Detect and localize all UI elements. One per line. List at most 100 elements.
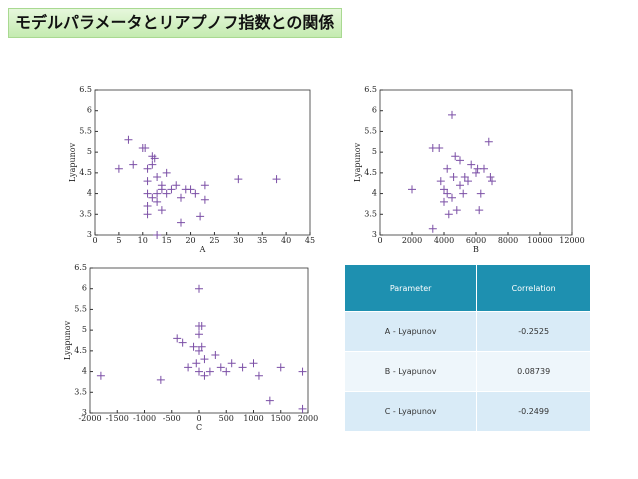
x-tick-label: -1500 — [106, 414, 129, 423]
y-tick-label: 6 — [82, 284, 87, 293]
correlation-table: Parameter Correlation A - Lyapunov -0.252… — [345, 265, 590, 431]
point — [141, 144, 150, 152]
cell: A - Lyapunov — [345, 311, 478, 352]
point — [472, 168, 480, 177]
point — [200, 195, 209, 204]
y-tick-label: 3.5 — [364, 209, 377, 218]
point — [484, 137, 493, 146]
x-tick-label: 0 — [92, 236, 97, 245]
x-tick-label: -1000 — [133, 414, 156, 423]
point — [177, 193, 185, 202]
point — [129, 160, 138, 169]
cell: B - Lyapunov — [345, 351, 478, 392]
point — [216, 363, 225, 372]
point — [153, 189, 162, 198]
point — [205, 367, 214, 376]
y-tick-label: 6.5 — [79, 85, 92, 94]
point — [143, 210, 152, 219]
point — [234, 175, 243, 184]
point — [143, 202, 152, 210]
x-tick-label: 0 — [377, 236, 382, 245]
y-tick-label: 5.5 — [79, 126, 92, 135]
point — [476, 189, 485, 198]
y-tick-label: 5 — [87, 147, 92, 156]
y-tick-label: 6 — [87, 106, 92, 115]
y-tick-label: 3 — [87, 230, 92, 239]
x-axis-label: C — [196, 423, 202, 432]
x-tick-label: 15 — [162, 236, 172, 245]
point — [195, 284, 203, 293]
y-tick-label: 4 — [87, 189, 92, 198]
point — [298, 367, 307, 376]
point — [195, 330, 203, 339]
point — [124, 135, 133, 144]
point — [162, 168, 171, 177]
x-tick-label: 2000 — [402, 236, 422, 245]
cell: -0.2499 — [476, 391, 590, 431]
x-axis-label: B — [473, 245, 479, 254]
x-tick-label: -500 — [163, 414, 181, 423]
x-tick-label: 0 — [196, 414, 201, 423]
point — [200, 371, 209, 380]
point — [162, 189, 171, 198]
header-cell: Parameter — [345, 265, 478, 312]
x-tick-label: 25 — [209, 236, 219, 245]
point — [459, 189, 468, 198]
point — [452, 206, 461, 215]
point — [143, 177, 152, 186]
point — [480, 164, 488, 173]
y-tick-label: 5 — [372, 147, 377, 156]
point — [449, 173, 458, 181]
point — [451, 152, 460, 161]
point — [222, 367, 231, 376]
plot-frame — [94, 89, 311, 236]
point — [428, 224, 437, 233]
point — [197, 322, 206, 330]
x-tick-label: 500 — [219, 414, 234, 423]
point — [460, 173, 469, 181]
header-cell: Correlation — [476, 265, 590, 312]
point — [464, 177, 472, 186]
point — [443, 164, 452, 173]
point — [196, 212, 205, 221]
point — [436, 177, 445, 186]
point — [444, 210, 453, 219]
point — [150, 154, 159, 163]
cell: -0.2525 — [476, 311, 590, 352]
y-tick-label: 3.5 — [79, 209, 92, 218]
x-tick-label: 40 — [281, 236, 291, 245]
point — [157, 206, 166, 215]
cell: 0.08739 — [476, 351, 590, 392]
point — [475, 206, 484, 215]
x-tick-label: 12000 — [559, 236, 584, 245]
point — [408, 185, 416, 194]
x-tick-label: 6000 — [466, 236, 486, 245]
point — [153, 231, 162, 239]
point — [467, 160, 476, 169]
y-tick-label: 4.5 — [74, 346, 87, 355]
point — [148, 193, 157, 202]
y-tick-label: 6 — [372, 106, 377, 115]
point — [96, 371, 105, 380]
point — [249, 359, 258, 368]
point — [435, 144, 444, 152]
point — [189, 342, 198, 351]
x-tick-label: 45 — [305, 236, 315, 245]
y-tick-label: 4.5 — [364, 168, 377, 177]
point — [276, 363, 285, 372]
point — [195, 346, 203, 355]
y-tick-label: 3.5 — [74, 387, 87, 396]
point — [114, 164, 123, 173]
y-axis-label: Lyapunov — [63, 320, 72, 360]
x-tick-label: -2000 — [78, 414, 101, 423]
point — [254, 371, 263, 380]
point — [177, 218, 185, 227]
y-axis-label: Lyapunov — [68, 142, 77, 182]
point — [200, 355, 209, 364]
x-tick-label: 10000 — [527, 236, 552, 245]
x-tick-label: 5 — [116, 236, 121, 245]
point — [192, 359, 201, 368]
y-tick-label: 3 — [82, 408, 87, 417]
